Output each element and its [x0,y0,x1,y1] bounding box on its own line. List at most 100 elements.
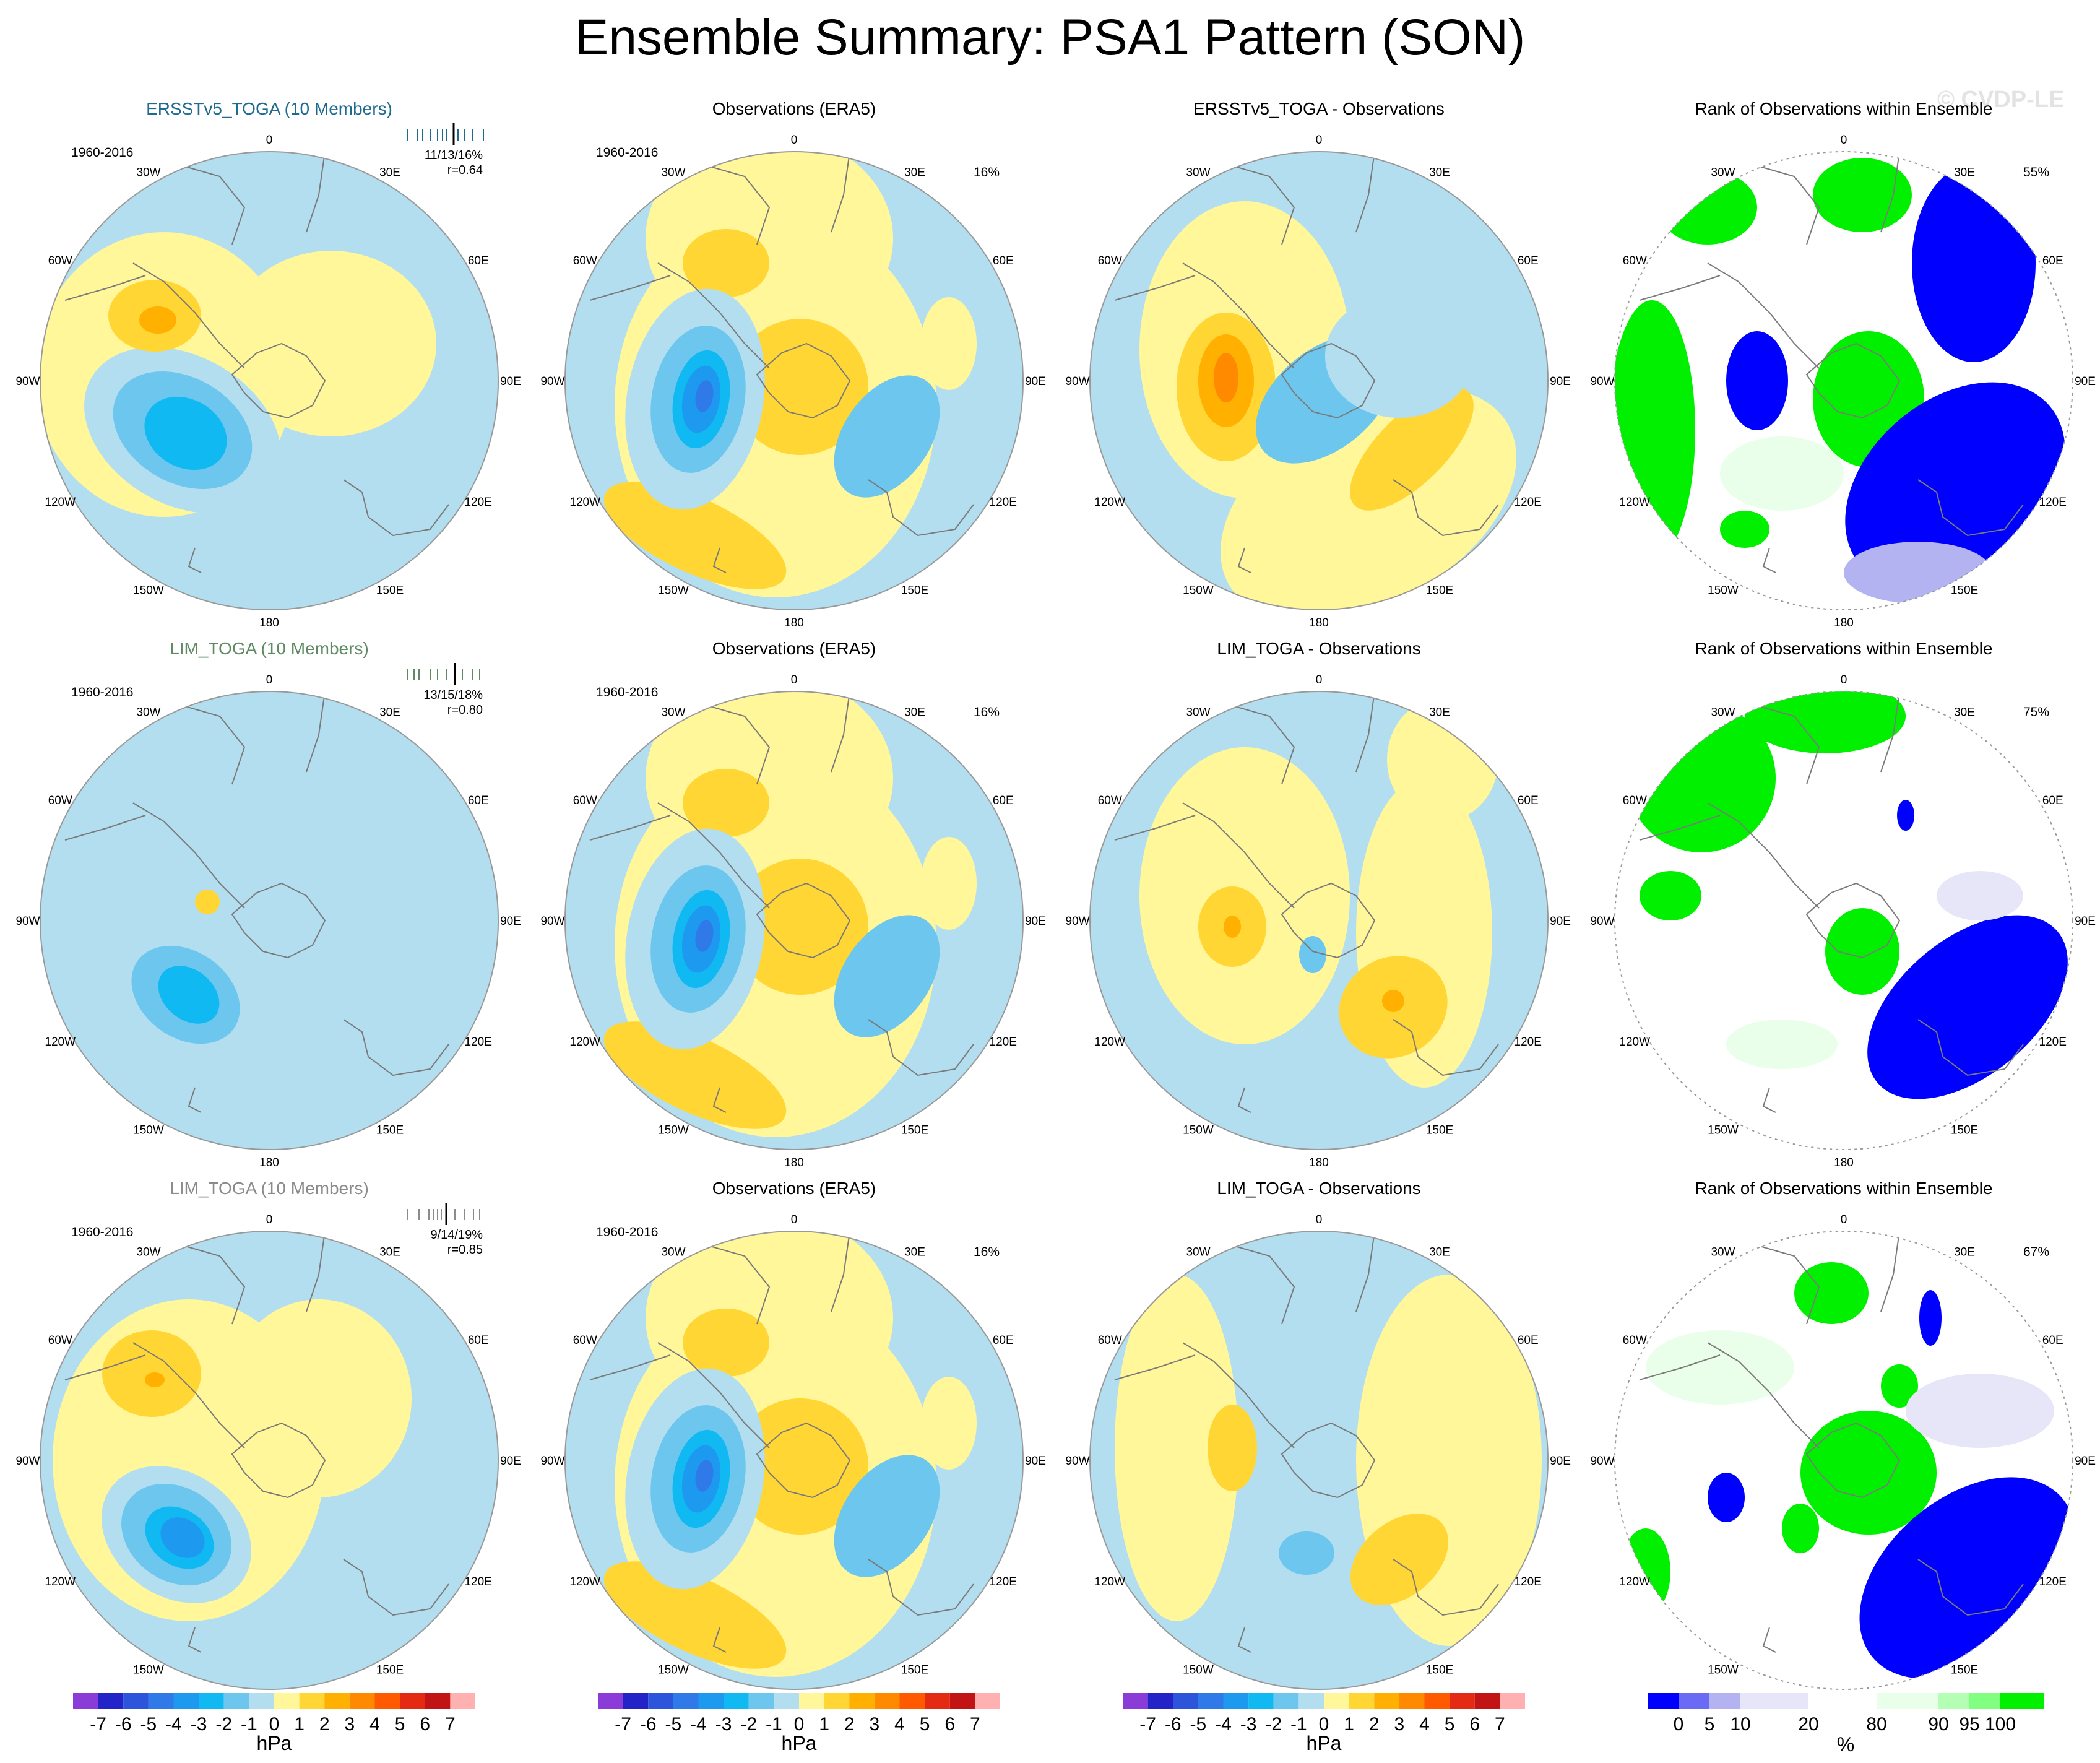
colorbar-swatch [925,1693,950,1709]
longitude-label: 60E [993,794,1014,807]
map-field [40,1231,498,1689]
longitude-label: 120W [45,496,76,509]
colorbar-swatch [98,1693,124,1709]
coastline [176,163,246,245]
coastline [306,1231,326,1312]
longitude-label: 150W [133,1124,164,1137]
colorbar-tick-label: -2 [740,1714,757,1735]
longitude-label: 150E [376,1124,404,1137]
map-field [40,152,498,610]
longitude-label: 120E [2039,1036,2067,1049]
longitude-label: 120E [1515,496,1542,509]
longitude-label: 30W [1711,1245,1735,1258]
rank-region [1646,1330,1794,1405]
longitude-label: 0 [1841,1213,1847,1226]
negative-anomaly-contour [695,380,714,412]
colorbar-swatch [673,1693,699,1709]
colorbar-tick-label: 80 [1866,1714,1886,1735]
colorbar-swatch [450,1693,475,1709]
coastline [1237,1087,1251,1113]
positive-anomaly-contour [683,1309,769,1377]
map-boundary [564,691,1024,1150]
colorbar-tick-label: 2 [1369,1714,1380,1735]
hpa-colorbar-graphic: -7 -6 -5 -4 -3 -2 -1 0 1 2 3 4 5 6 7 hPa [73,1693,475,1754]
longitude-label: 180 [784,617,804,630]
coastline [756,342,851,419]
coastline [1182,802,1295,909]
colorbar-tick-label: 6 [944,1714,955,1735]
coastline [589,815,671,841]
longitude-label: 60E [2042,254,2063,267]
longitude-label: 60E [468,1334,489,1347]
colorbar-swatch [2000,1693,2044,1709]
longitude-label: 30W [1186,166,1210,179]
negative-anomaly-contour [834,915,940,1037]
colorbar-tick-label: -4 [1215,1714,1232,1735]
colorbar-swatch [1740,1693,1808,1709]
positive-anomaly-contour [603,1561,787,1669]
coastline [1281,882,1376,959]
colorbar-swatch [1938,1693,1969,1709]
colorbar-tick-label: -6 [115,1714,132,1735]
period-label: 1960-2016 [71,685,134,700]
colorbar-swatch [774,1693,799,1709]
colorbar-swatch [148,1693,174,1709]
coastline [1639,815,1721,841]
colorbar-swatch [1324,1693,1349,1709]
longitude-label: 120W [569,1036,600,1049]
longitude-label: 180 [259,1156,279,1169]
coastline [231,342,326,419]
colorbar-tick-label: -1 [766,1714,782,1735]
longitude-label: 120W [45,1575,76,1588]
negative-anomaly-contour [695,1460,714,1492]
rank-region [1640,871,1701,920]
longitude-label: 60E [1518,1334,1539,1347]
colorbar-tick-label: -5 [1190,1714,1207,1735]
colorbar-tick-label: -6 [1165,1714,1182,1735]
coastline [868,1559,974,1616]
longitude-label: 60W [573,794,597,807]
positive-anomaly-contour [603,1021,787,1129]
period-label: 1960-2016 [71,1225,134,1239]
coastline [701,703,771,785]
longitude-label: 30E [904,166,925,179]
coastline [1985,1106,2018,1138]
longitude-label: 90E [1025,915,1046,928]
longitude-label: 120E [2039,496,2067,509]
hpa-colorbar: -7 -6 -5 -4 -3 -2 -1 0 1 2 3 4 5 6 7 hPa [598,1693,1000,1758]
coastline [1182,1342,1295,1449]
ensemble-stats: 9/14/19% r=0.85 [374,1228,483,1257]
coastline [1461,566,1493,598]
colorbar-swatch [199,1693,224,1709]
longitude-label: 120E [465,1036,492,1049]
longitude-label: 150E [1426,1124,1453,1137]
coastline [188,1087,202,1113]
positive-anomaly-contour [732,319,868,455]
colorbar-tick-label: 1 [1344,1714,1354,1735]
coastline [1805,1422,1901,1499]
panel-obs-row-2: Observations (ERA5) 1960-2016 16% 0 30E 60E 90… [540,636,1045,1174]
colorbar-tick-label: 7 [1495,1714,1505,1735]
coastline [1182,262,1295,369]
longitude-label: 90W [1065,1455,1089,1468]
longitude-label: 30E [904,706,925,719]
percent-variance-label: 75% [2023,705,2050,719]
longitude-label: 90W [15,915,40,928]
colorbar-tick-label: -4 [690,1714,707,1735]
longitude-label: 60W [1098,254,1122,267]
panel-title: LIM_TOGA - Observations [1217,639,1421,658]
longitude-label: 90W [15,1455,40,1468]
positive-anomaly-contour [1350,1514,1448,1605]
longitude-label: 120W [1094,496,1125,509]
longitude-label: 60E [2042,1334,2063,1347]
coastline [64,1354,146,1380]
hpa-colorbar-graphic: -7 -6 -5 -4 -3 -2 -1 0 1 2 3 4 5 6 7 hPa [598,1693,1000,1754]
positive-anomaly-contour [683,769,769,837]
colorbar-swatch [598,1693,623,1709]
longitude-label: 150W [658,1664,689,1677]
coastline [936,1645,968,1678]
longitude-label: 150E [1951,1124,1978,1137]
